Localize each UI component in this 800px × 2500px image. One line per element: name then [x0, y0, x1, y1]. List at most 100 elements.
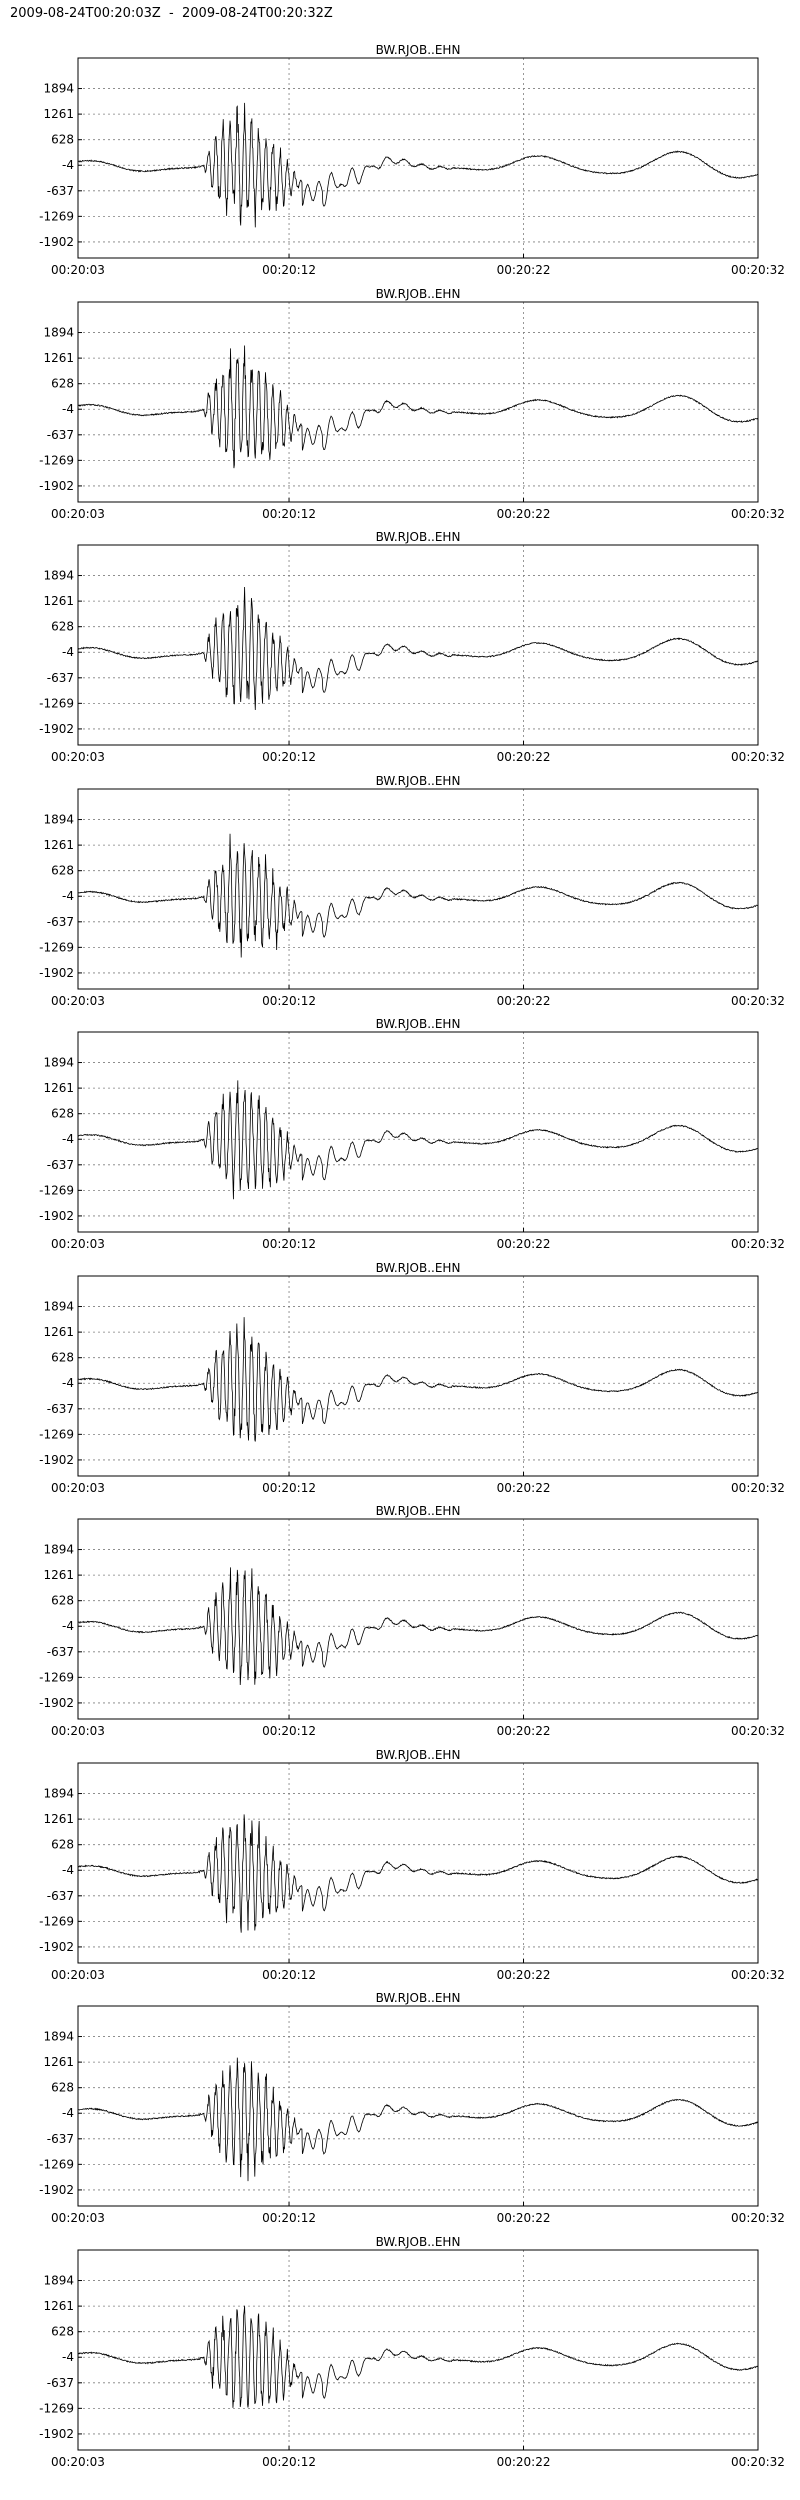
y-tick-label: 1261: [43, 1081, 74, 1095]
chart-panel-10: BW.RJOB..EHN 1894 1261 628 -4 -637 -1269 -1902 0…: [39, 2235, 785, 2469]
y-tick-label: -1902: [39, 479, 74, 493]
y-tick-label: 628: [51, 1838, 74, 1852]
waveform-trace: [77, 1814, 759, 1933]
y-tick-label: -1269: [39, 453, 74, 467]
chart-panel-3: BW.RJOB..EHN 1894 1261 628 -4 -637 -1269 -1902 0…: [39, 530, 785, 764]
chart-title: BW.RJOB..EHN: [376, 530, 461, 544]
chart-title: BW.RJOB..EHN: [376, 1504, 461, 1518]
chart-title: BW.RJOB..EHN: [376, 1261, 461, 1275]
y-tick-label: -1269: [39, 1183, 74, 1197]
x-tick-label: 00:20:32: [731, 1237, 785, 1251]
x-tick-label: 00:20:03: [51, 1481, 105, 1495]
y-tick-label: 1261: [43, 1325, 74, 1339]
y-tick-label: -1269: [39, 696, 74, 710]
y-tick-label: 1894: [43, 1056, 74, 1070]
y-tick-label: 1261: [43, 1568, 74, 1582]
y-tick-label: -1269: [39, 1914, 74, 1928]
y-tick-label: -1902: [39, 966, 74, 980]
y-tick-label: -1269: [39, 940, 74, 954]
y-tick-label: 1261: [43, 2055, 74, 2069]
y-tick-label: -4: [62, 889, 74, 903]
y-tick-label: 1894: [43, 813, 74, 827]
y-tick-label: -4: [62, 2350, 74, 2364]
y-tick-label: -637: [47, 184, 74, 198]
plot-frame: [77, 2249, 759, 2451]
x-tick-label: 00:20:12: [262, 1968, 316, 1982]
x-tick-label: 00:20:12: [262, 263, 316, 277]
y-tick-label: -1269: [39, 1427, 74, 1441]
y-tick-label: -1902: [39, 1453, 74, 1467]
x-tick-label: 00:20:32: [731, 1724, 785, 1738]
chart-panel-7: BW.RJOB..EHN 1894 1261 628 -4 -637 -1269 -1902 0…: [39, 1504, 785, 1738]
y-tick-label: -4: [62, 1132, 74, 1146]
y-tick-label: -637: [47, 2376, 74, 2390]
y-tick-label: -637: [47, 671, 74, 685]
waveform-trace: [77, 1080, 759, 1200]
y-tick-label: -1269: [39, 1670, 74, 1684]
x-tick-label: 00:20:03: [51, 1724, 105, 1738]
plot-frame: [77, 301, 759, 503]
plot-frame: [77, 1762, 759, 1964]
x-tick-label: 00:20:32: [731, 2455, 785, 2469]
x-tick-label: 00:20:03: [51, 507, 105, 521]
chart-title: BW.RJOB..EHN: [376, 1017, 461, 1031]
x-tick-label: 00:20:32: [731, 1481, 785, 1495]
y-tick-label: 1261: [43, 838, 74, 852]
x-tick-label: 00:20:12: [262, 1724, 316, 1738]
y-tick-label: -4: [62, 1863, 74, 1877]
chart-title: BW.RJOB..EHN: [376, 1991, 461, 2005]
chart-panel-9: BW.RJOB..EHN 1894 1261 628 -4 -637 -1269 -1902 0…: [39, 1991, 785, 2225]
plot-frame: [77, 57, 759, 259]
x-tick-label: 00:20:03: [51, 994, 105, 1008]
y-tick-label: 1261: [43, 351, 74, 365]
x-tick-label: 00:20:32: [731, 507, 785, 521]
chart-title: BW.RJOB..EHN: [376, 43, 461, 57]
waveform-trace: [77, 1317, 759, 1442]
chart-title: BW.RJOB..EHN: [376, 2235, 461, 2249]
x-tick-label: 00:20:22: [497, 2455, 551, 2469]
waveform-trace: [77, 102, 759, 228]
y-tick-label: 628: [51, 864, 74, 878]
x-tick-label: 00:20:12: [262, 507, 316, 521]
x-tick-label: 00:20:12: [262, 1481, 316, 1495]
chart-title: BW.RJOB..EHN: [376, 1748, 461, 1762]
x-tick-label: 00:20:12: [262, 2211, 316, 2225]
x-tick-label: 00:20:03: [51, 1968, 105, 1982]
x-tick-label: 00:20:32: [731, 750, 785, 764]
x-tick-label: 00:20:22: [497, 263, 551, 277]
y-tick-label: 1894: [43, 1543, 74, 1557]
x-tick-label: 00:20:03: [51, 2455, 105, 2469]
y-tick-label: 628: [51, 133, 74, 147]
y-tick-label: 628: [51, 620, 74, 634]
y-tick-label: 1261: [43, 594, 74, 608]
x-tick-label: 00:20:32: [731, 994, 785, 1008]
y-tick-label: 1894: [43, 569, 74, 583]
chart-title: BW.RJOB..EHN: [376, 774, 461, 788]
y-tick-label: 1894: [43, 2030, 74, 2044]
y-tick-label: 1894: [43, 2274, 74, 2288]
chart-panel-8: BW.RJOB..EHN 1894 1261 628 -4 -637 -1269 -1902 0…: [39, 1748, 785, 1982]
y-tick-label: -1902: [39, 235, 74, 249]
plot-frame: [77, 788, 759, 990]
y-tick-label: -4: [62, 1619, 74, 1633]
y-tick-label: -637: [47, 2132, 74, 2146]
plot-frame: [77, 544, 759, 746]
y-tick-label: 628: [51, 1107, 74, 1121]
plot-frame: [77, 1275, 759, 1477]
y-tick-label: -1902: [39, 1209, 74, 1223]
y-tick-label: 628: [51, 1594, 74, 1608]
x-tick-label: 00:20:22: [497, 2211, 551, 2225]
page-title: 2009-08-24T00:20:03Z - 2009-08-24T00:20:…: [10, 6, 333, 21]
waveform-trace: [77, 2057, 759, 2182]
x-tick-label: 00:20:12: [262, 1237, 316, 1251]
y-tick-label: -1902: [39, 2427, 74, 2441]
chart-panel-2: BW.RJOB..EHN 1894 1261 628 -4 -637 -1269 -1902 0…: [39, 287, 785, 521]
y-tick-label: 1261: [43, 107, 74, 121]
chart-panel-6: BW.RJOB..EHN 1894 1261 628 -4 -637 -1269 -1902 0…: [39, 1261, 785, 1495]
y-tick-label: -1902: [39, 722, 74, 736]
chart-panel-5: BW.RJOB..EHN 1894 1261 628 -4 -637 -1269 -1902 0…: [39, 1017, 785, 1251]
x-tick-label: 00:20:12: [262, 994, 316, 1008]
plot-frame: [77, 2005, 759, 2207]
x-tick-label: 00:20:12: [262, 2455, 316, 2469]
chart-panel-4: BW.RJOB..EHN 1894 1261 628 -4 -637 -1269 -1902 0…: [39, 774, 785, 1008]
